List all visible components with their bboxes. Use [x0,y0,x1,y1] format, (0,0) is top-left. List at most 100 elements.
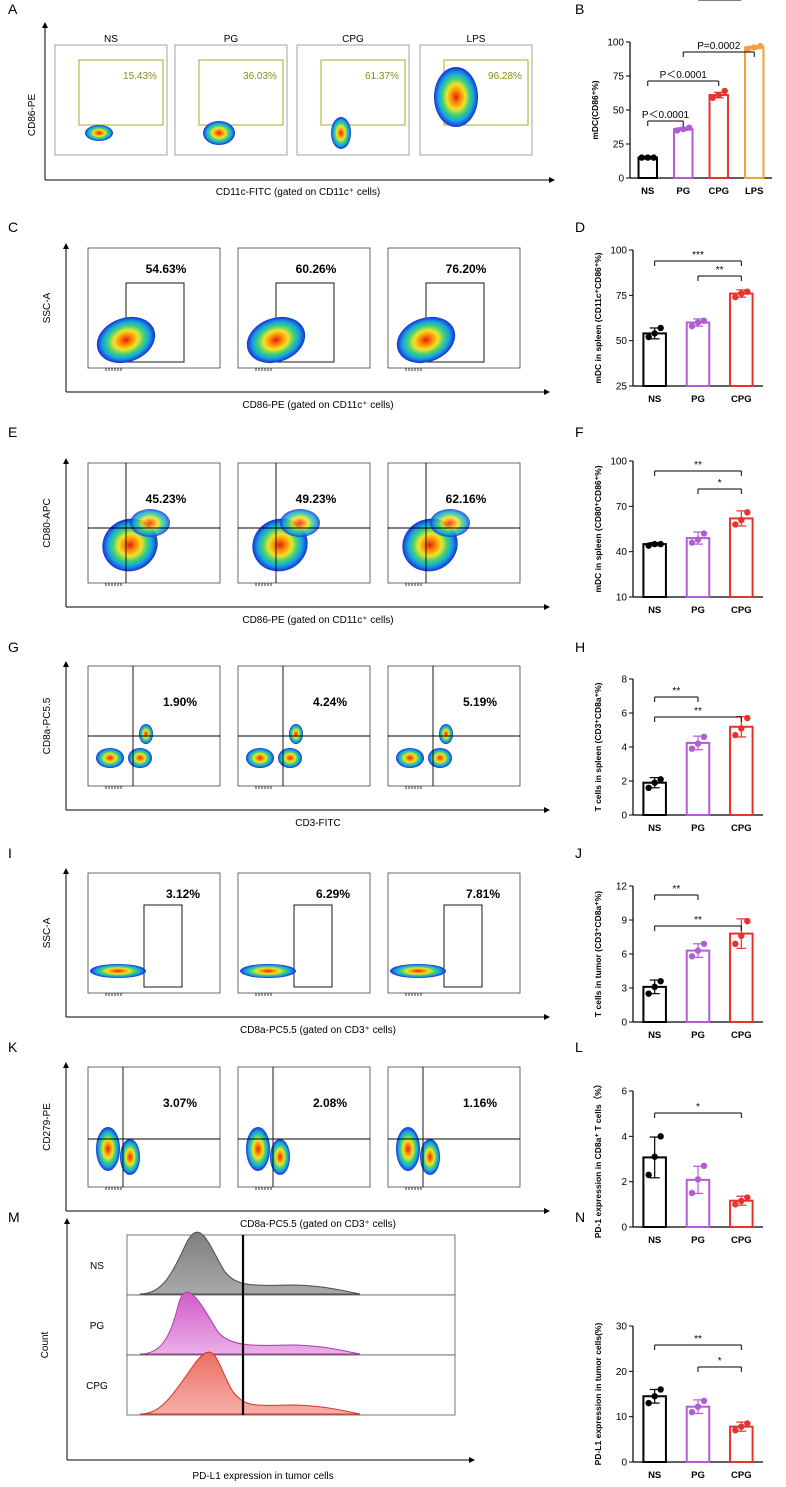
y-tick-label-F-0: 10 [616,593,628,604]
data-point-B-0-0 [638,154,645,161]
data-point-H-2-0 [732,731,739,739]
flow-x-label-C: CD86-PE (gated on CD11c⁺ cells) [242,400,393,411]
x-tick-label-D-0: NS [648,394,661,405]
cell-population-b-G-0 [128,748,152,768]
x-tick-label-N-2: CPG [731,1470,752,1481]
cell-population-I-1 [240,964,296,978]
x-tick-label-H-1: PG [691,823,705,834]
cell-population-G-1-density [246,748,274,768]
x-tick-label-J-0: NS [648,1030,661,1041]
y-axis-label-D: mDC in spleen (CD11c⁺CD86⁺%) [593,252,603,383]
group-label-A-1: PG [224,34,239,45]
flow-axes-G-y-arrow [63,661,69,667]
y-tick-label-L-3: 6 [621,1087,627,1098]
flow-y-label-G: CD8a-PC5.5 [42,697,53,754]
flow-x-label-E: CD86-PE (gated on CD11c⁺ cells) [242,615,393,626]
cell-population-b-K-2-density [420,1139,440,1175]
gate-percentage-A-3: 96.28% [488,71,522,82]
group-label-A-3: LPS [467,34,486,45]
cell-population-G-2-density [396,748,424,768]
cell-population-K-2-density [396,1127,420,1171]
bar-N-1 [685,1405,711,1464]
flow-y-label-A: CD86-PE [27,94,38,137]
cell-population-K-0-density [96,1127,120,1171]
quadrant-percentage-G-0: 1.90% [163,695,197,709]
quadrant-percentage-G-1: 4.24% [313,695,347,709]
cell-population-secondary-E-0 [130,509,170,537]
y-tick-label-D-2: 75 [616,291,628,302]
sig-label-H-0: ** [672,686,680,697]
data-point-F-0-0 [645,542,652,549]
x-tick-label-H-2: CPG [731,823,752,834]
cell-population-c-G-2 [439,724,453,744]
y-tick-label-F-1: 40 [616,547,628,558]
data-point-L-0-2 [657,1133,664,1140]
cell-population-A-2 [331,117,351,149]
cell-population-A-1 [203,121,235,145]
bar-F-2 [729,517,754,599]
cell-population-b-G-2 [428,748,452,768]
data-point-L-2-2 [744,1194,751,1201]
bar-D-0 [642,332,667,387]
data-point-F-0-2 [657,540,664,548]
cell-population-c-G-0-density [139,724,153,744]
y-tick-label-B-3: 75 [613,72,625,83]
flow-plot-G-2 [387,665,521,787]
flow-y-label-K: CD279-PE [42,1103,53,1151]
bar-J-1 [685,949,711,1023]
panel-letter-G: G [8,639,19,655]
flow-y-label-E: CD80-APC [42,498,53,547]
y-tick-label-F-3: 100 [610,457,627,468]
data-point-F-2-0 [732,521,739,528]
x-tick-label-B-3: LPS [745,186,763,197]
y-tick-label-H-0: 0 [621,811,627,822]
histogram-group-label-M-1: PG [90,1321,105,1332]
cell-population-K-1 [246,1127,270,1171]
data-point-J-2-1 [738,932,745,940]
cell-population-G-2 [396,748,424,768]
data-point-L-0-1 [651,1153,658,1160]
data-point-B-0-2 [650,154,657,161]
x-tick-label-B-1: PG [676,186,690,197]
x-tick-label-J-1: PG [691,1030,705,1041]
data-point-F-1-1 [694,536,702,543]
flow-axes-K-x-arrow [544,1208,550,1214]
sig-label-B-2: P=0.0002 [697,41,741,52]
data-point-N-2-1 [738,1423,745,1430]
cell-population-K-0 [96,1127,120,1171]
data-point-B-2-1 [715,91,722,99]
bar-H-1 [685,741,711,816]
data-point-B-3-1 [751,44,758,51]
data-point-J-0-0 [645,990,652,997]
data-point-D-2-2 [744,288,751,295]
y-tick-label-D-0: 25 [616,382,628,393]
cell-population-b-G-1-density [278,748,302,768]
data-point-L-1-1 [694,1176,702,1183]
cell-population-b-G-0-density [128,748,152,768]
bar-F-1 [685,537,711,598]
data-point-L-1-2 [700,1162,708,1170]
y-tick-label-J-4: 12 [616,882,628,893]
data-point-J-1-0 [688,953,696,960]
group-label-A-2: CPG [342,34,364,45]
cell-population-C-0-density [96,316,156,364]
cell-population-c-G-2-density [439,724,453,744]
x-tick-label-F-0: NS [648,605,661,616]
flow-axes-K-y-arrow [63,1062,69,1068]
y-axis-label-L: PD-1 expression in CD8a⁺ T cells（%） [593,1080,603,1238]
data-point-D-1-2 [700,317,708,324]
flow-axes-G-x-arrow [544,807,550,813]
cell-population-A-3 [434,67,478,127]
data-point-H-0-1 [651,779,658,786]
flow-axes-I-x-arrow [544,1014,550,1020]
sig-label-N-0: ** [694,1334,702,1345]
x-tick-label-B-2: CPG [708,186,729,197]
data-point-F-1-0 [688,539,696,546]
gate-box-I-0 [143,904,183,988]
panel-letter-B: B [575,1,584,17]
x-tick-label-F-1: PG [691,605,705,616]
y-tick-label-N-2: 20 [616,1367,628,1378]
data-point-B-1-2 [686,124,693,131]
sig-label-B-1: P＜0.0001 [660,70,708,81]
